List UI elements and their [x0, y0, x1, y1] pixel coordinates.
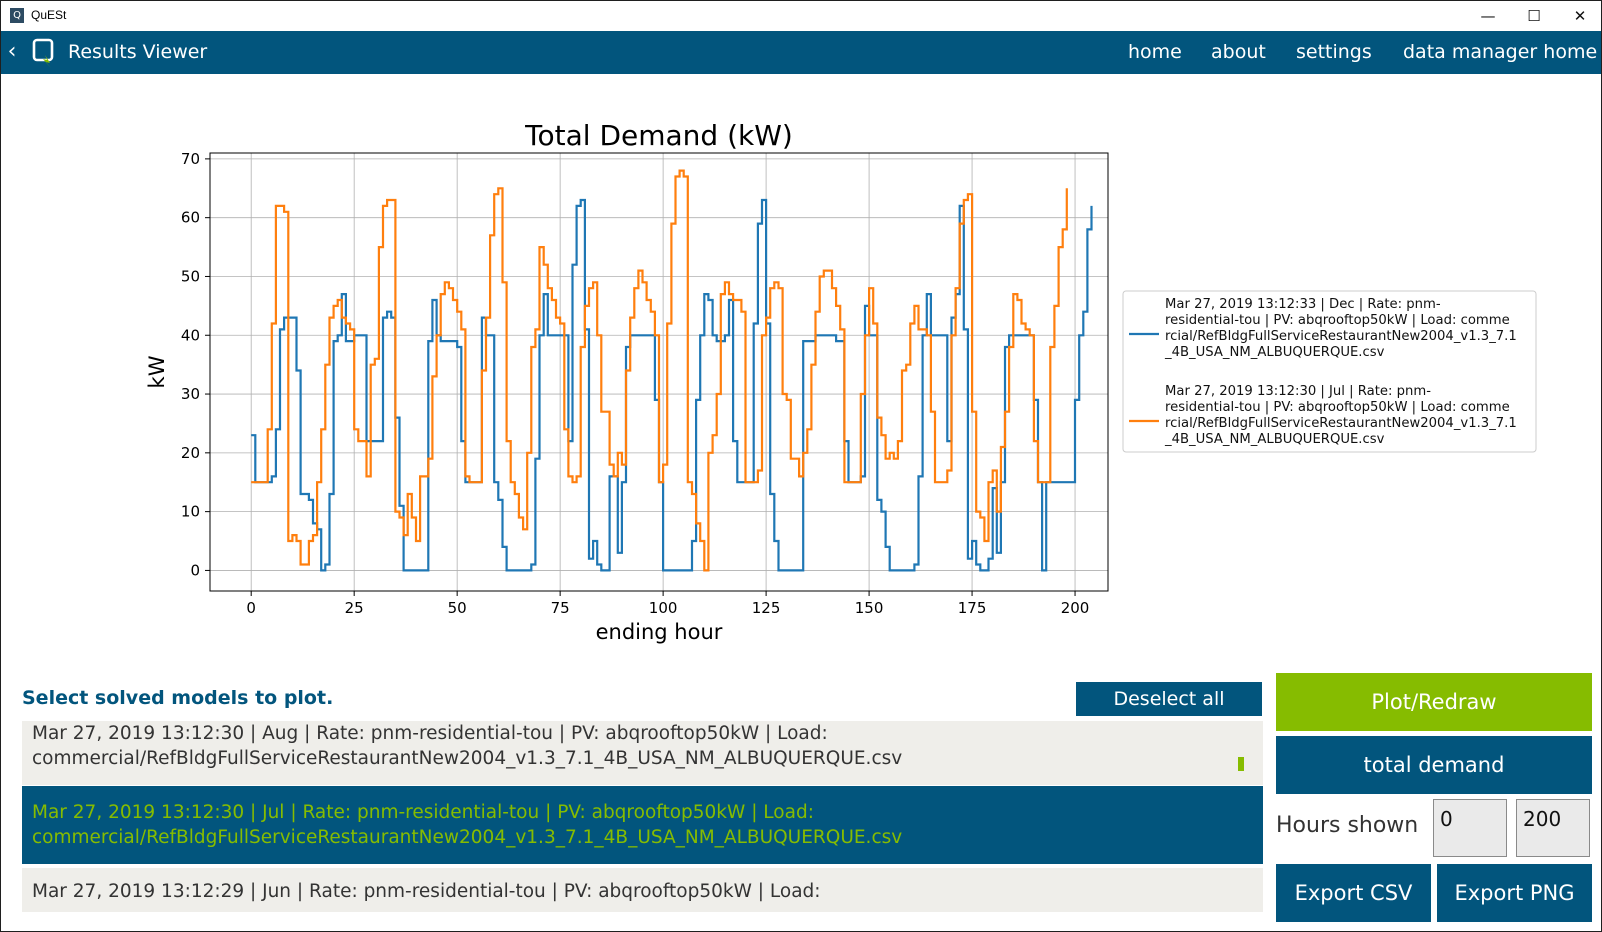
y-axis-label: kW — [145, 355, 169, 388]
legend-entry-text: Mar 27, 2019 13:12:33 | Dec | Rate: pnm- — [1165, 297, 1441, 312]
minimize-icon[interactable]: — — [1480, 7, 1496, 25]
window-titlebar: Q QuESt — ☐ ✕ — [1, 1, 1601, 31]
x-tick-label: 200 — [1061, 599, 1090, 617]
x-tick-label: 25 — [345, 599, 364, 617]
x-tick-label: 50 — [448, 599, 467, 617]
page-title: Results Viewer — [68, 41, 208, 63]
back-arrow-icon[interactable]: ‹ — [7, 39, 17, 64]
quest-logo-icon — [32, 38, 54, 68]
y-tick-label: 40 — [181, 326, 200, 344]
hours-end-input[interactable]: 200 — [1516, 799, 1590, 857]
x-tick-label: 150 — [855, 599, 884, 617]
y-tick-label: 0 — [190, 561, 200, 579]
solved-models-list[interactable]: Mar 27, 2019 13:12:30 | Aug | Rate: pnm-… — [22, 721, 1263, 912]
navbar: ‹ Results Viewer home about settings dat… — [1, 31, 1601, 74]
nav-about[interactable]: about — [1211, 41, 1266, 63]
y-tick-label: 20 — [181, 444, 200, 462]
y-tick-label: 30 — [181, 385, 200, 403]
close-icon[interactable]: ✕ — [1573, 7, 1587, 25]
window-title: QuESt — [31, 8, 67, 22]
chart-title: Total Demand (kW) — [524, 119, 793, 152]
y-tick-label: 60 — [181, 209, 200, 227]
hours-start-input[interactable]: 0 — [1433, 799, 1507, 857]
legend-entry-text: rcial/RefBldgFullServiceRestaurantNew200… — [1165, 416, 1517, 431]
select-models-prompt: Select solved models to plot. — [22, 687, 334, 709]
total-demand-chart: 0 25 50 75 100 125 150 175 200 0 10 20 30 40 50 60 70 To… — [131, 106, 1591, 666]
export-csv-button[interactable]: Export CSV — [1276, 864, 1431, 922]
series-line-2 — [251, 169, 1068, 572]
list-item-line1: Mar 27, 2019 13:12:29 | Jun | Rate: pnm-… — [32, 881, 821, 902]
deselect-all-button[interactable]: Deselect all — [1076, 682, 1262, 716]
list-item-line2: commercial/RefBldgFullServiceRestaurantN… — [32, 827, 903, 848]
measure-selector-button[interactable]: total demand — [1276, 736, 1592, 794]
list-item[interactable]: Mar 27, 2019 13:12:29 | Jun | Rate: pnm-… — [22, 868, 1263, 912]
nav-settings[interactable]: settings — [1296, 41, 1372, 63]
x-tick-label: 0 — [246, 599, 256, 617]
legend-entry-text: _4B_USA_NM_ALBUQUERQUE.csv — [1164, 432, 1385, 447]
x-tick-label: 175 — [958, 599, 987, 617]
x-axis-label: ending hour — [596, 620, 723, 644]
hours-shown-label: Hours shown — [1276, 813, 1419, 838]
legend-entry-text: residential-tou | PV: abqrooftop50kW | L… — [1165, 400, 1510, 415]
nav-home[interactable]: home — [1128, 41, 1182, 63]
legend-entry-text: residential-tou | PV: abqrooftop50kW | L… — [1165, 313, 1510, 328]
x-tick-label: 125 — [752, 599, 781, 617]
list-item-line2: commercial/RefBldgFullServiceRestaurantN… — [32, 748, 903, 769]
list-item-line1: Mar 27, 2019 13:12:30 | Aug | Rate: pnm-… — [32, 723, 828, 744]
legend-entry-text: Mar 27, 2019 13:12:30 | Jul | Rate: pnm- — [1165, 384, 1431, 399]
list-item-line1: Mar 27, 2019 13:12:30 | Jul | Rate: pnm-… — [32, 802, 814, 823]
nav-data-manager-home[interactable]: data manager home — [1403, 41, 1598, 63]
y-tick-label: 50 — [181, 267, 200, 285]
maximize-icon[interactable]: ☐ — [1527, 7, 1541, 25]
list-item[interactable]: Mar 27, 2019 13:12:30 | Aug | Rate: pnm-… — [22, 721, 1263, 785]
chart-legend: Mar 27, 2019 13:12:33 | Dec | Rate: pnm-… — [1122, 290, 1537, 453]
legend-box — [1122, 290, 1537, 453]
plot-redraw-button[interactable]: Plot/Redraw — [1276, 673, 1592, 731]
x-tick-label: 75 — [551, 599, 570, 617]
legend-entry-text: _4B_USA_NM_ALBUQUERQUE.csv — [1164, 345, 1385, 360]
export-png-button[interactable]: Export PNG — [1437, 864, 1592, 922]
app-icon: Q — [10, 8, 24, 23]
y-tick-label: 70 — [181, 150, 200, 168]
list-item-selected[interactable]: Mar 27, 2019 13:12:30 | Jul | Rate: pnm-… — [22, 786, 1263, 864]
list-scrollbar-handle[interactable] — [1238, 757, 1244, 771]
x-tick-label: 100 — [649, 599, 678, 617]
y-tick-label: 10 — [181, 503, 200, 521]
legend-entry-text: rcial/RefBldgFullServiceRestaurantNew200… — [1165, 329, 1517, 344]
